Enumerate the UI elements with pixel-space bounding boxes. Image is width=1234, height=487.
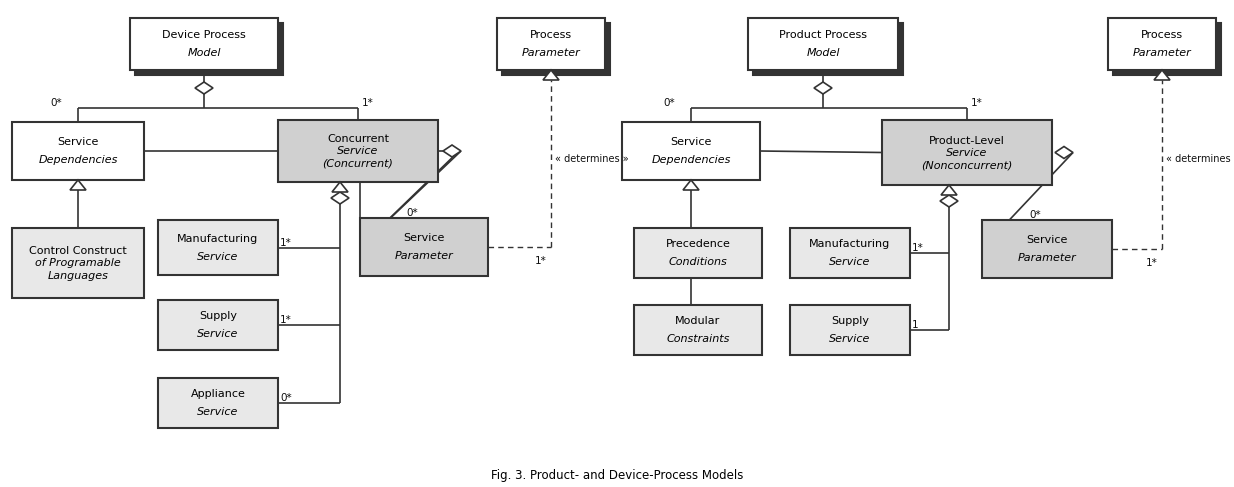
Text: 1*: 1*	[362, 98, 374, 108]
Text: 0*: 0*	[280, 393, 291, 403]
Text: Service: Service	[197, 407, 238, 417]
Bar	[622, 122, 760, 180]
Text: Service: Service	[670, 137, 712, 147]
Bar	[12, 122, 144, 180]
Bar	[360, 218, 487, 276]
Bar	[1108, 18, 1215, 70]
Text: Conditions: Conditions	[669, 257, 727, 267]
Polygon shape	[682, 180, 698, 190]
Text: Control Construct: Control Construct	[30, 246, 127, 256]
Text: Parameter: Parameter	[522, 48, 580, 58]
Polygon shape	[443, 145, 462, 157]
Text: 0*: 0*	[51, 98, 62, 108]
Text: Service: Service	[197, 251, 238, 262]
Text: 1*: 1*	[280, 315, 291, 325]
Bar	[130, 18, 278, 70]
Bar	[158, 300, 278, 350]
Text: Languages: Languages	[48, 271, 109, 281]
Text: Constraints: Constraints	[666, 334, 729, 344]
Bar	[158, 220, 278, 275]
Polygon shape	[543, 70, 559, 80]
Bar	[135, 23, 283, 75]
Bar	[790, 305, 909, 355]
Text: Precedence: Precedence	[665, 239, 731, 249]
Text: Supply: Supply	[199, 311, 237, 321]
Text: Service: Service	[1027, 235, 1067, 245]
Polygon shape	[940, 195, 958, 207]
Bar	[882, 120, 1053, 185]
Text: of Programable: of Programable	[35, 258, 121, 268]
Text: Concurrent: Concurrent	[327, 134, 389, 144]
Text: 1*: 1*	[1146, 258, 1157, 268]
Bar	[497, 18, 605, 70]
Bar	[634, 305, 763, 355]
Text: 0*: 0*	[663, 98, 675, 108]
Text: 1: 1	[912, 320, 918, 330]
Text: 0*: 0*	[406, 208, 417, 218]
Text: Service: Service	[404, 233, 444, 243]
Polygon shape	[332, 182, 348, 192]
Bar	[634, 228, 763, 278]
Bar	[753, 23, 903, 75]
Text: Fig. 3. Product- and Device-Process Models: Fig. 3. Product- and Device-Process Mode…	[491, 468, 743, 482]
Text: Service: Service	[57, 137, 99, 147]
Polygon shape	[195, 82, 213, 94]
Bar	[278, 120, 438, 182]
Polygon shape	[814, 82, 832, 94]
Text: Service: Service	[829, 257, 871, 267]
Text: « determines »: « determines »	[1166, 154, 1234, 165]
Text: Supply: Supply	[830, 316, 869, 326]
Bar	[12, 228, 144, 298]
Text: Dependencies: Dependencies	[652, 155, 731, 165]
Text: Modular: Modular	[675, 316, 721, 326]
Text: Manufacturing: Manufacturing	[810, 239, 891, 249]
Bar	[790, 228, 909, 278]
Text: Parameter: Parameter	[395, 251, 453, 261]
Text: Process: Process	[1141, 30, 1183, 40]
Text: (Concurrent): (Concurrent)	[322, 159, 394, 169]
Text: Parameter: Parameter	[1133, 48, 1191, 58]
Text: Service: Service	[337, 146, 379, 156]
Text: Device Process: Device Process	[162, 30, 246, 40]
Text: 0*: 0*	[1029, 210, 1040, 220]
Text: Manufacturing: Manufacturing	[178, 233, 259, 244]
Text: Process: Process	[529, 30, 573, 40]
Polygon shape	[70, 180, 86, 190]
Polygon shape	[331, 192, 349, 204]
Text: Service: Service	[829, 334, 871, 344]
Text: 1*: 1*	[971, 98, 982, 108]
Bar	[1113, 23, 1220, 75]
Bar	[748, 18, 898, 70]
Text: Appliance: Appliance	[190, 389, 246, 399]
Text: 1*: 1*	[280, 238, 291, 247]
Text: « determines »: « determines »	[555, 153, 628, 164]
Text: Service: Service	[197, 329, 238, 339]
Text: Model: Model	[188, 48, 221, 58]
Polygon shape	[1055, 147, 1074, 158]
Bar	[158, 378, 278, 428]
Text: Service: Service	[946, 148, 987, 157]
Text: 1*: 1*	[912, 243, 924, 253]
Text: Model: Model	[806, 48, 840, 58]
Polygon shape	[1154, 70, 1170, 80]
Text: Product-Level: Product-Level	[929, 135, 1004, 146]
Text: Dependencies: Dependencies	[38, 155, 117, 165]
Text: Parameter: Parameter	[1018, 253, 1076, 263]
Polygon shape	[942, 185, 958, 195]
Text: Product Process: Product Process	[779, 30, 868, 40]
Text: 1*: 1*	[536, 256, 547, 266]
Bar	[982, 220, 1112, 278]
Bar	[502, 23, 610, 75]
Text: (Nonconcurrent): (Nonconcurrent)	[922, 161, 1013, 170]
